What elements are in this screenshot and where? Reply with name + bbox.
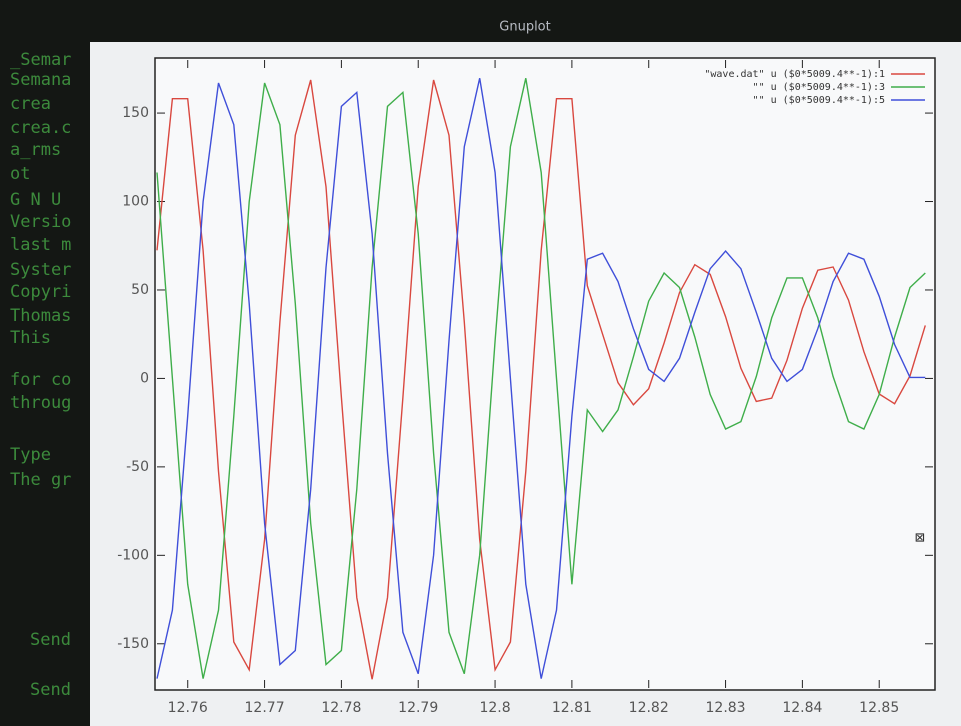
x-tick-label: 12.83 [706,700,746,716]
close-icon: ⊠ [915,528,925,547]
terminal-line: a_rms [10,140,61,160]
terminal-line: This [10,328,51,348]
terminal-line: Syster [10,260,71,280]
y-tick-label: -150 [117,636,149,652]
terminal-line: for co [10,370,71,390]
terminal-line: ot [10,164,30,184]
terminal-line: Type [10,445,51,465]
x-tick-label: 12.77 [245,700,285,716]
x-tick-label: 12.84 [782,700,822,716]
y-tick-label: 100 [122,194,149,210]
terminal-line: Copyri [10,282,71,302]
terminal-line: Thomas [10,306,71,326]
terminal-line: Send [30,680,71,700]
x-tick-label: 12.78 [321,700,361,716]
series-line [156,78,926,679]
series-line [156,78,926,679]
x-tick-label: 12.8 [479,700,510,716]
terminal-line: throug [10,393,71,413]
legend-label: "" u ($0*5009.4**-1):3 [753,82,885,93]
x-tick-label: 12.82 [629,700,669,716]
x-tick-label: 12.81 [552,700,592,716]
plot-area [154,57,936,691]
x-tick-label: 12.76 [168,700,208,716]
terminal-line: Versio [10,212,71,232]
legend-label: "wave.dat" u ($0*5009.4**-1):1 [704,69,885,80]
y-tick-label: 50 [131,282,149,298]
x-tick-label: 12.79 [398,700,438,716]
x-tick-label: 12.85 [859,700,899,716]
terminal-line: crea [10,94,51,114]
terminal-line: _Semar [10,50,71,70]
y-tick-label: -100 [117,547,149,563]
terminal-line: G N U [10,190,61,210]
y-tick-label: -50 [126,459,149,475]
window-title: Gnuplot [499,20,550,35]
terminal-line: Send [30,630,71,650]
y-tick-label: 0 [140,370,149,386]
terminal-line: The gr [10,470,71,490]
legend-label: "" u ($0*5009.4**-1):5 [753,95,885,106]
terminal-line: crea.c [10,118,71,138]
y-tick-label: 150 [122,105,149,121]
terminal-line: Semana [10,70,71,90]
terminal-line: last m [10,235,71,255]
series-line [156,79,926,680]
